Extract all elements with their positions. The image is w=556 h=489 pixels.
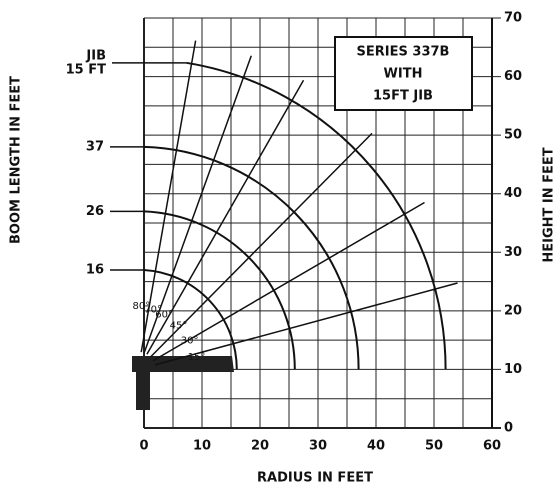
angle-label: 60° — [155, 310, 173, 321]
angle-label: 15° — [188, 352, 206, 363]
x-tick-label: 20 — [251, 439, 269, 454]
angle-ray — [146, 79, 305, 355]
y2-tick-label: 60 — [504, 69, 522, 84]
y2-tick-label: 30 — [504, 245, 522, 260]
x-tick-label: 10 — [193, 439, 211, 454]
y2-tick-label: 40 — [504, 186, 522, 201]
truck — [132, 356, 234, 410]
y2-tick-label: 70 — [504, 11, 522, 26]
y2-axis-label: HEIGHT IN FEET — [542, 147, 556, 262]
boom-arc — [143, 210, 296, 370]
y2-tick-label: 10 — [504, 362, 522, 377]
x-tick-label: 60 — [483, 439, 501, 454]
boom-label: 16 — [86, 263, 104, 278]
boom-label: 26 — [86, 204, 104, 219]
title-box — [334, 36, 473, 111]
title-line: WITH — [384, 67, 423, 82]
angle-label: 30° — [181, 335, 199, 346]
y-axis-label: BOOM LENGTH IN FEET — [9, 76, 24, 244]
title-line: 15FT JIB — [373, 89, 433, 104]
boom-label: 37 — [86, 139, 104, 154]
angle-ray — [149, 132, 373, 358]
angle-label: 70° — [144, 304, 162, 315]
jib-sublabel: 15 FT — [66, 62, 106, 77]
angle-ray — [152, 201, 425, 362]
angle-label: 80° — [133, 301, 151, 312]
x-axis-label: RADIUS IN FEET — [257, 471, 373, 486]
x-tick-label: 30 — [309, 439, 327, 454]
angle-ray — [154, 282, 458, 366]
jib-arc — [186, 61, 447, 370]
boom-arc — [143, 269, 238, 370]
x-tick-label: 50 — [425, 439, 443, 454]
angle-label: 45° — [170, 321, 188, 332]
angle-ray — [140, 40, 197, 353]
boom-arc — [143, 145, 360, 370]
title-line: SERIES 337B — [357, 45, 450, 60]
y2-tick-label: 0 — [504, 421, 513, 436]
x-tick-label: 0 — [139, 439, 148, 454]
angle-ray — [143, 55, 252, 354]
y2-tick-label: 20 — [504, 303, 522, 318]
jib-label: JIB — [85, 48, 106, 63]
x-tick-label: 40 — [367, 439, 385, 454]
y2-tick-label: 50 — [504, 128, 522, 143]
